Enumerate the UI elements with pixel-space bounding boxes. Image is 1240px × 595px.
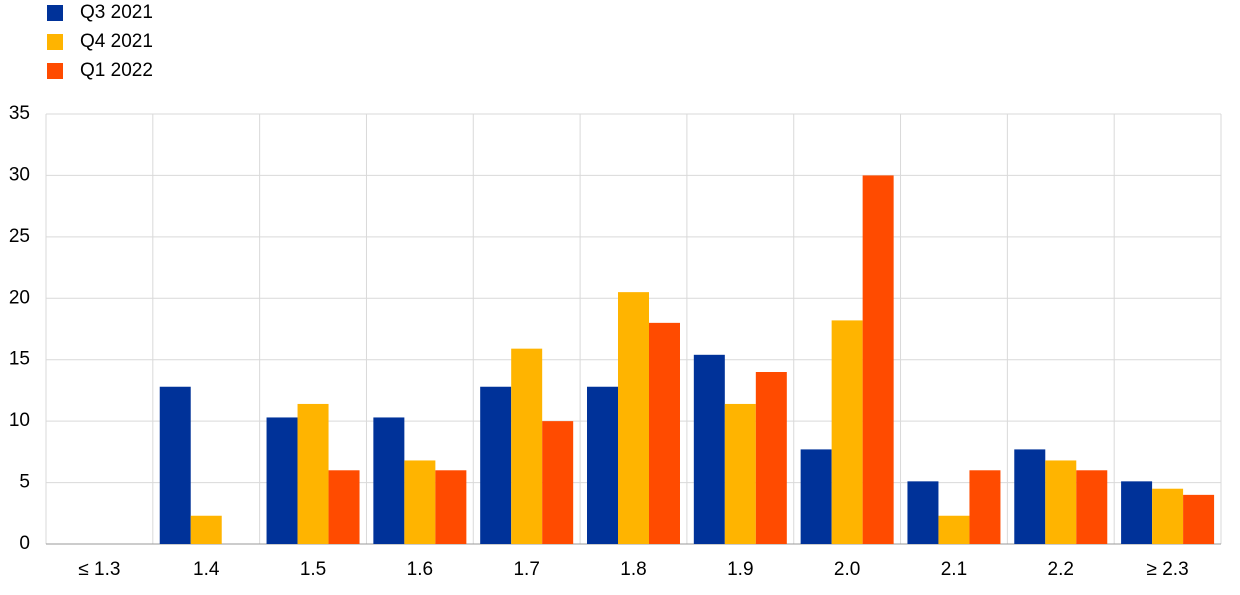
legend-swatch xyxy=(47,34,63,50)
bar xyxy=(1183,494,1215,544)
bar xyxy=(373,417,405,544)
legend-swatch xyxy=(47,63,63,79)
bar xyxy=(266,417,298,544)
bar xyxy=(511,348,543,544)
y-tick-label: 25 xyxy=(9,226,30,247)
x-tick-label: 1.6 xyxy=(407,559,433,580)
x-tick-label: 1.4 xyxy=(193,559,220,580)
bar xyxy=(649,322,680,544)
bar xyxy=(724,403,756,544)
y-tick-label: 5 xyxy=(19,472,30,493)
x-tick-label: 1.5 xyxy=(300,559,326,580)
bar xyxy=(938,515,970,544)
bar xyxy=(480,386,512,544)
x-tick-label: ≤ 1.3 xyxy=(78,559,120,580)
x-tick-label: 2.2 xyxy=(1048,559,1074,580)
bar xyxy=(328,470,360,544)
bar xyxy=(1152,488,1184,544)
x-tick-label: 2.1 xyxy=(941,559,967,580)
bar xyxy=(693,354,725,544)
y-tick-label: 30 xyxy=(9,164,30,185)
bar xyxy=(907,481,939,544)
y-tick-label: 15 xyxy=(9,349,30,370)
y-tick-label: 20 xyxy=(9,287,30,308)
bar xyxy=(404,460,436,544)
bar xyxy=(435,470,467,544)
bar xyxy=(587,386,618,544)
y-tick-label: 0 xyxy=(19,533,30,554)
bar xyxy=(1076,470,1108,544)
bar xyxy=(831,320,863,544)
bar xyxy=(969,470,1001,544)
bar xyxy=(542,421,574,544)
y-tick-label: 35 xyxy=(9,103,30,124)
legend-label: Q3 2021 xyxy=(80,2,153,23)
bar xyxy=(1014,449,1046,544)
legend-label: Q4 2021 xyxy=(80,31,153,52)
bar xyxy=(1045,460,1077,544)
bar xyxy=(297,403,329,544)
x-tick-label: ≥ 2.3 xyxy=(1147,559,1189,580)
bar xyxy=(800,449,832,544)
x-tick-label: 1.8 xyxy=(620,559,646,580)
x-tick-label: 2.0 xyxy=(834,559,860,580)
bar xyxy=(755,372,787,544)
x-tick-label: 1.7 xyxy=(513,559,539,580)
bar xyxy=(159,386,191,544)
y-tick-label: 10 xyxy=(9,410,30,431)
bar xyxy=(862,175,894,544)
bar xyxy=(190,515,222,544)
x-tick-label: 1.9 xyxy=(727,559,753,580)
bar xyxy=(618,292,649,544)
legend-label: Q1 2022 xyxy=(80,60,153,81)
bar xyxy=(1121,481,1153,544)
legend-swatch xyxy=(47,5,63,21)
